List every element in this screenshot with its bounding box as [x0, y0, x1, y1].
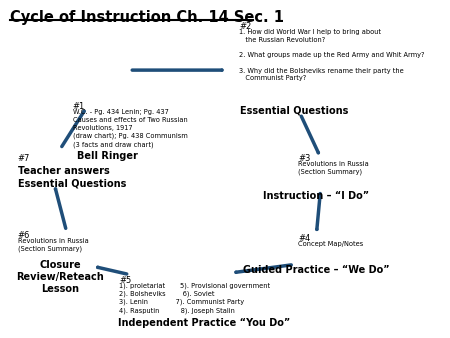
- Text: Cycle of Instruction Ch. 14 Sec. 1: Cycle of Instruction Ch. 14 Sec. 1: [9, 10, 284, 25]
- Text: #5: #5: [119, 275, 131, 285]
- Text: #7: #7: [18, 154, 30, 163]
- Text: 1. How did World War I help to bring about
   the Russian Revolution?

2. What g: 1. How did World War I help to bring abo…: [239, 29, 425, 81]
- Text: Essential Questions: Essential Questions: [240, 105, 348, 115]
- Text: Independent Practice “You Do”: Independent Practice “You Do”: [118, 318, 291, 328]
- Text: 1). proletariat       5). Provisional government
2). Bolsheviks        6). Sovie: 1). proletariat 5). Provisional governme…: [119, 282, 270, 314]
- Text: Revolutions in Russia
(Section Summary): Revolutions in Russia (Section Summary): [18, 238, 88, 252]
- Text: #1: #1: [72, 102, 85, 111]
- Text: Revolutions in Russia
(Section Summary): Revolutions in Russia (Section Summary): [298, 161, 369, 175]
- Text: #2: #2: [239, 22, 252, 30]
- Text: Bell Ringer: Bell Ringer: [76, 150, 138, 161]
- Text: Closure
Review/Reteach
Lesson: Closure Review/Reteach Lesson: [17, 260, 104, 294]
- Text: Teacher answers
Essential Questions: Teacher answers Essential Questions: [18, 166, 126, 188]
- Text: Instruction – “I Do”: Instruction – “I Do”: [263, 191, 369, 201]
- Text: Guided Practice – “We Do”: Guided Practice – “We Do”: [243, 265, 390, 274]
- Text: W.C. - Pg. 434 Lenin; Pg. 437
Causes and effects of Two Russian
Revolutions, 191: W.C. - Pg. 434 Lenin; Pg. 437 Causes and…: [72, 108, 187, 148]
- Text: #6: #6: [18, 231, 30, 240]
- Text: Concept Map/Notes: Concept Map/Notes: [298, 241, 363, 247]
- Text: #4: #4: [298, 234, 310, 243]
- Text: #3: #3: [298, 154, 310, 163]
